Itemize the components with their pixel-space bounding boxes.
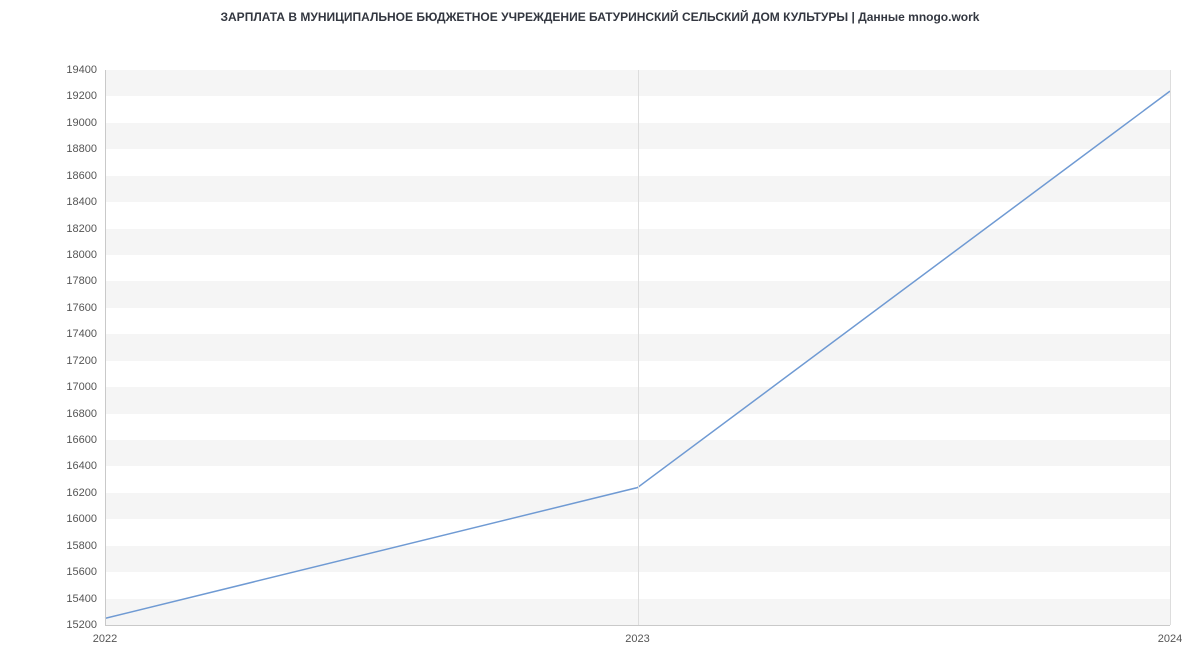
y-tick-label: 15600 xyxy=(66,566,105,578)
y-tick-label: 19400 xyxy=(66,64,105,76)
y-tick-label: 18400 xyxy=(66,196,105,208)
chart-title: ЗАРПЛАТА В МУНИЦИПАЛЬНОЕ БЮДЖЕТНОЕ УЧРЕЖ… xyxy=(0,0,1200,30)
x-tick-label: 2022 xyxy=(93,625,117,645)
y-tick-label: 19200 xyxy=(66,90,105,102)
y-tick-label: 18600 xyxy=(66,170,105,182)
x-axis-line xyxy=(105,625,1170,626)
y-tick-label: 18200 xyxy=(66,223,105,235)
y-tick-label: 19000 xyxy=(66,117,105,129)
y-tick-label: 17200 xyxy=(66,355,105,367)
y-tick-label: 15400 xyxy=(66,593,105,605)
y-tick-label: 16600 xyxy=(66,434,105,446)
plot-area: 1520015400156001580016000162001640016600… xyxy=(105,70,1170,625)
y-tick-label: 16400 xyxy=(66,460,105,472)
y-tick-label: 17400 xyxy=(66,328,105,340)
y-tick-label: 16200 xyxy=(66,487,105,499)
chart-area: 1520015400156001580016000162001640016600… xyxy=(0,30,1200,650)
y-tick-label: 18800 xyxy=(66,143,105,155)
y-tick-label: 16800 xyxy=(66,408,105,420)
y-tick-label: 15800 xyxy=(66,540,105,552)
x-tick-label: 2024 xyxy=(1158,625,1182,645)
x-gridline xyxy=(1170,70,1171,625)
y-tick-label: 17800 xyxy=(66,275,105,287)
y-tick-label: 16000 xyxy=(66,513,105,525)
y-tick-label: 17600 xyxy=(66,302,105,314)
y-tick-label: 18000 xyxy=(66,249,105,261)
y-tick-label: 17000 xyxy=(66,381,105,393)
y-axis-line xyxy=(105,70,106,625)
x-tick-label: 2023 xyxy=(625,625,649,645)
x-gridline xyxy=(638,70,639,625)
